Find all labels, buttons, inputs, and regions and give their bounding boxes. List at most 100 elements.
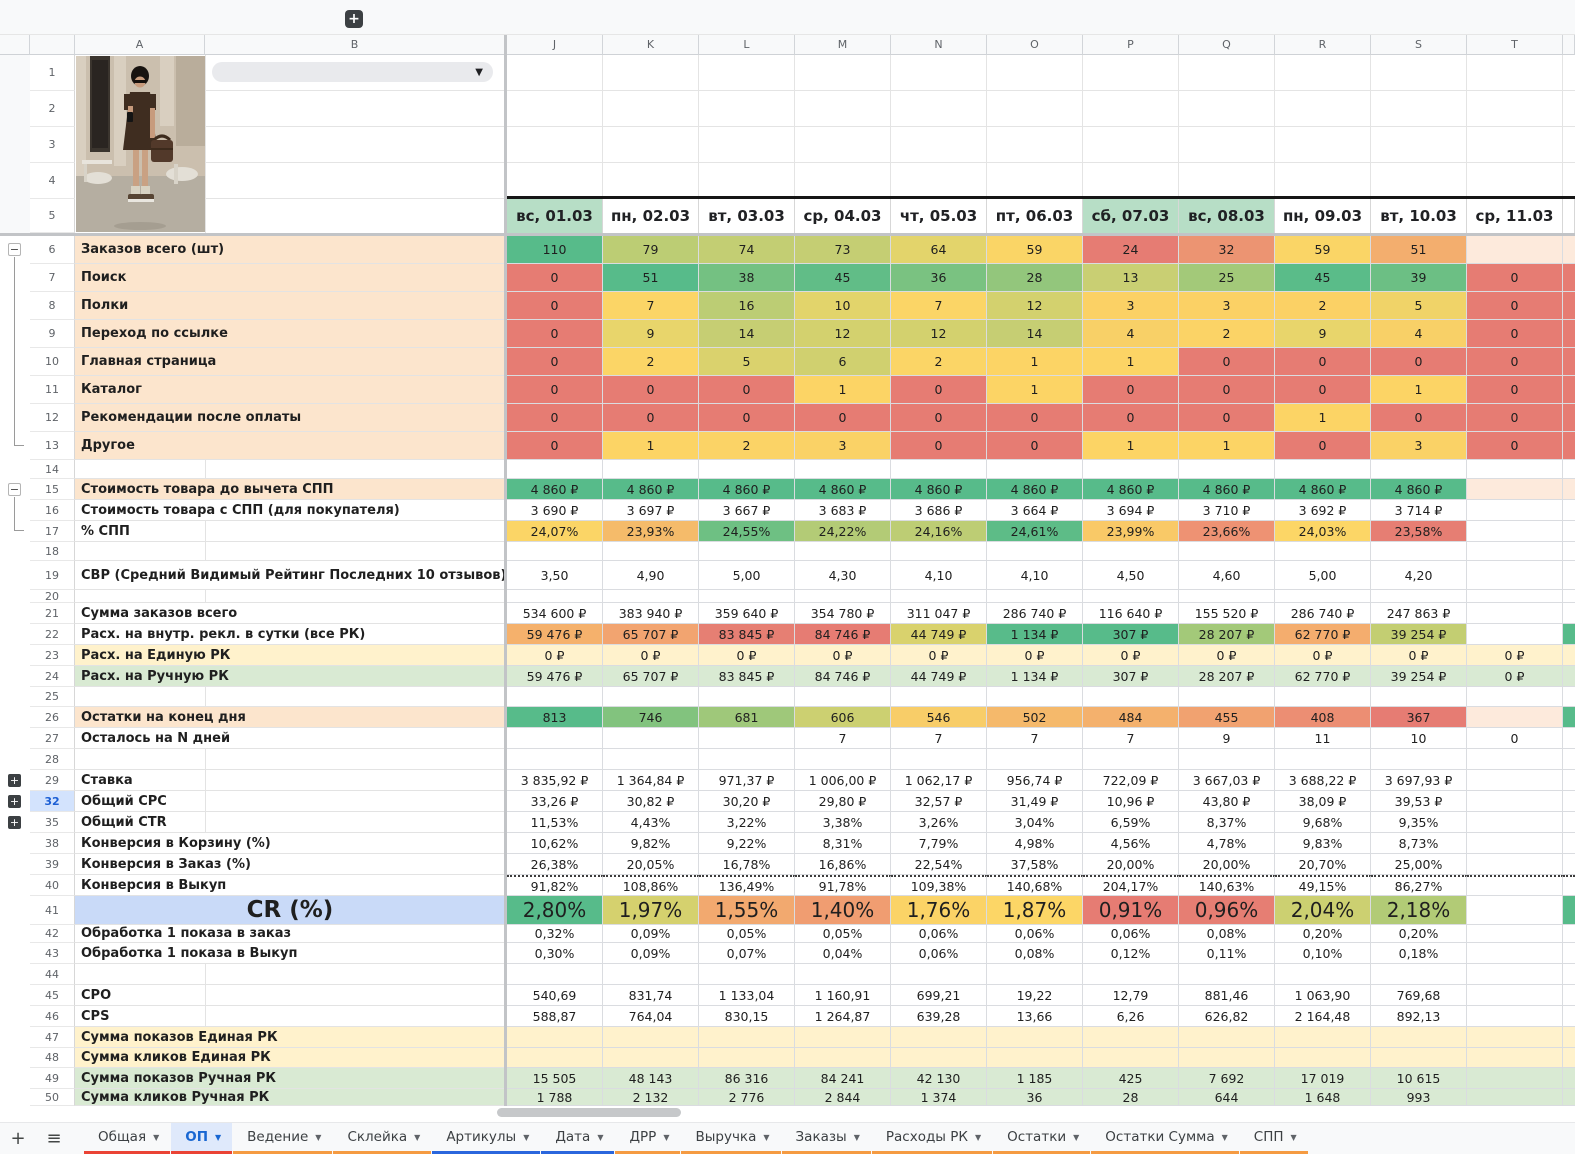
cell-N7[interactable]: 36 <box>891 264 987 292</box>
cell-Q7[interactable]: 25 <box>1179 264 1275 292</box>
sheet-tab-Остатки Сумма[interactable]: Остатки Сумма ▼ <box>1091 1123 1239 1154</box>
cell-T46[interactable] <box>1467 1006 1563 1027</box>
cell-M24[interactable]: 84 746 ₽ <box>795 666 891 687</box>
cell-P12[interactable]: 0 <box>1083 404 1179 432</box>
cell-J42[interactable]: 0,32% <box>507 925 603 943</box>
cell-N40[interactable]: 109,38% <box>891 875 987 896</box>
cell-Q42[interactable]: 0,08% <box>1179 925 1275 943</box>
cell-J19[interactable]: 3,50 <box>507 561 603 590</box>
cell-T12[interactable]: 0 <box>1467 404 1563 432</box>
cell-Q13[interactable]: 1 <box>1179 432 1275 460</box>
cell-K26[interactable]: 746 <box>603 707 699 728</box>
cell-L49[interactable]: 86 316 <box>699 1068 795 1089</box>
cell-L27[interactable] <box>699 728 795 749</box>
cell-O42[interactable]: 0,06% <box>987 925 1083 943</box>
row-label-24[interactable]: Расх. на Ручную РК <box>75 666 505 687</box>
row-number-6[interactable]: 6 <box>30 236 75 264</box>
cell-Q27[interactable]: 9 <box>1179 728 1275 749</box>
row-label-10[interactable]: Главная страница <box>75 348 505 376</box>
cell-M35[interactable]: 3,38% <box>795 812 891 833</box>
cell-P26[interactable]: 484 <box>1083 707 1179 728</box>
cell-T9[interactable]: 0 <box>1467 320 1563 348</box>
sheet-tab-ДРР[interactable]: ДРР ▼ <box>615 1123 681 1154</box>
sheet-tab-Артикулы[interactable]: Артикулы ▼ <box>432 1123 541 1154</box>
row-number-10[interactable]: 10 <box>30 348 75 376</box>
cell-Q10[interactable]: 0 <box>1179 348 1275 376</box>
cell-K35[interactable]: 4,43% <box>603 812 699 833</box>
row-number-18[interactable]: 18 <box>30 542 75 561</box>
cell-K19[interactable]: 4,90 <box>603 561 699 590</box>
cell-O13[interactable]: 0 <box>987 432 1083 460</box>
cell-N14[interactable] <box>891 460 987 479</box>
cell-O38[interactable]: 4,98% <box>987 833 1083 854</box>
cell-P38[interactable]: 4,56% <box>1083 833 1179 854</box>
row-label-23[interactable]: Расх. на Единую РК <box>75 645 505 666</box>
cell-R23[interactable]: 0 ₽ <box>1275 645 1371 666</box>
cell-K45[interactable]: 831,74 <box>603 985 699 1006</box>
cell-O22[interactable]: 1 134 ₽ <box>987 624 1083 645</box>
cell-O8[interactable]: 12 <box>987 292 1083 320</box>
cell-P23[interactable]: 0 ₽ <box>1083 645 1179 666</box>
cell-T20[interactable] <box>1467 590 1563 603</box>
cell-S15[interactable]: 4 860 ₽ <box>1371 479 1467 500</box>
cell-M42[interactable]: 0,05% <box>795 925 891 943</box>
cell-T40[interactable] <box>1467 875 1563 896</box>
row-number-45[interactable]: 45 <box>30 985 75 1006</box>
row-number-23[interactable]: 23 <box>30 645 75 666</box>
cell-R10[interactable]: 0 <box>1275 348 1371 376</box>
cell-S43[interactable]: 0,18% <box>1371 943 1467 964</box>
row-number-43[interactable]: 43 <box>30 943 75 964</box>
cell-M11[interactable]: 1 <box>795 376 891 404</box>
cell-S45[interactable]: 769,68 <box>1371 985 1467 1006</box>
cell-N39[interactable]: 22,54% <box>891 854 987 875</box>
cell-T11[interactable]: 0 <box>1467 376 1563 404</box>
cell-N42[interactable]: 0,06% <box>891 925 987 943</box>
cell-R24[interactable]: 62 770 ₽ <box>1275 666 1371 687</box>
cell-K23[interactable]: 0 ₽ <box>603 645 699 666</box>
cell-S11[interactable]: 1 <box>1371 376 1467 404</box>
cell-M27[interactable]: 7 <box>795 728 891 749</box>
row-number-20[interactable]: 20 <box>30 590 75 603</box>
cell-T25[interactable] <box>1467 687 1563 707</box>
cell-S25[interactable] <box>1371 687 1467 707</box>
cell-O35[interactable]: 3,04% <box>987 812 1083 833</box>
column-header-B[interactable]: B <box>205 35 505 55</box>
cell-S23[interactable]: 0 ₽ <box>1371 645 1467 666</box>
cell-P16[interactable]: 3 694 ₽ <box>1083 500 1179 521</box>
cell-L28[interactable] <box>699 749 795 770</box>
cell-N32[interactable]: 32,57 ₽ <box>891 791 987 812</box>
cell-N38[interactable]: 7,79% <box>891 833 987 854</box>
cell-R40[interactable]: 49,15% <box>1275 875 1371 896</box>
cell-N25[interactable] <box>891 687 987 707</box>
cell-K11[interactable]: 0 <box>603 376 699 404</box>
cell-J41[interactable]: 2,80% <box>507 896 603 925</box>
cell-Q49[interactable]: 7 692 <box>1179 1068 1275 1089</box>
cell-T19[interactable] <box>1467 561 1563 590</box>
cell-Q17[interactable]: 23,66% <box>1179 521 1275 542</box>
cell-S38[interactable]: 8,73% <box>1371 833 1467 854</box>
cell-T29[interactable] <box>1467 770 1563 791</box>
cell-M6[interactable]: 73 <box>795 236 891 264</box>
cell-J6[interactable]: 110 <box>507 236 603 264</box>
row-number-4[interactable]: 4 <box>30 163 75 199</box>
row-number-15[interactable]: 15 <box>30 479 75 500</box>
date-header-вс, 08.03[interactable]: вс, 08.03 <box>1179 199 1275 233</box>
cell-L44[interactable] <box>699 964 795 985</box>
cell-Q40[interactable]: 140,63% <box>1179 875 1275 896</box>
cell-M49[interactable]: 84 241 <box>795 1068 891 1089</box>
cell-S28[interactable] <box>1371 749 1467 770</box>
cell-N9[interactable]: 12 <box>891 320 987 348</box>
cell-O49[interactable]: 1 185 <box>987 1068 1083 1089</box>
cell-O17[interactable]: 24,61% <box>987 521 1083 542</box>
tab-menu-caret-icon[interactable]: ▼ <box>1073 1132 1080 1142</box>
date-header-ср, 11.03[interactable]: ср, 11.03 <box>1467 199 1563 233</box>
cell-J35[interactable]: 11,53% <box>507 812 603 833</box>
cell-N20[interactable] <box>891 590 987 603</box>
row-number-3[interactable]: 3 <box>30 127 75 163</box>
cell-P22[interactable]: 307 ₽ <box>1083 624 1179 645</box>
cell-R43[interactable]: 0,10% <box>1275 943 1371 964</box>
tab-menu-caret-icon[interactable]: ▼ <box>853 1132 860 1142</box>
cell-T27[interactable]: 0 <box>1467 728 1563 749</box>
row-label-49[interactable]: Сумма показов Ручная РК <box>75 1068 505 1089</box>
row-number-39[interactable]: 39 <box>30 854 75 875</box>
